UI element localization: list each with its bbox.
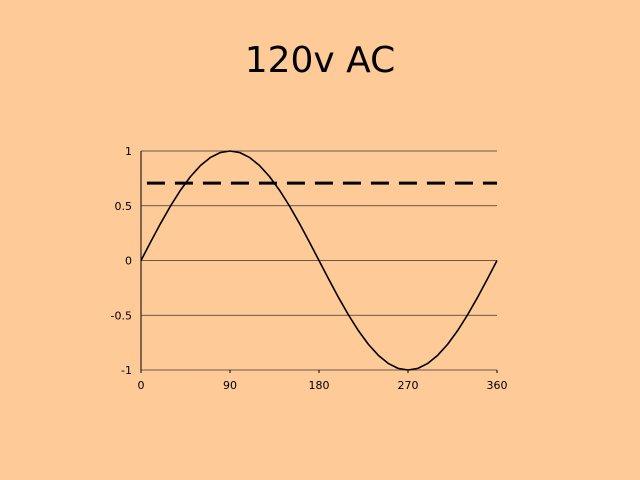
y-tick-label: -0.5 (111, 309, 132, 322)
x-tick-label: 270 (398, 379, 419, 392)
x-tick-label: 90 (223, 379, 237, 392)
chart-title: 120v AC (245, 40, 396, 81)
y-tick-label: 0 (125, 255, 132, 268)
y-tick-label: 0.5 (115, 200, 133, 213)
x-tick-label: 360 (487, 379, 508, 392)
x-tick-label: 180 (309, 379, 330, 392)
line (140, 150, 498, 371)
y-tick-label: -1 (121, 364, 132, 377)
y-tick-label: 1 (125, 145, 132, 158)
x-tick-label: 0 (138, 379, 145, 392)
